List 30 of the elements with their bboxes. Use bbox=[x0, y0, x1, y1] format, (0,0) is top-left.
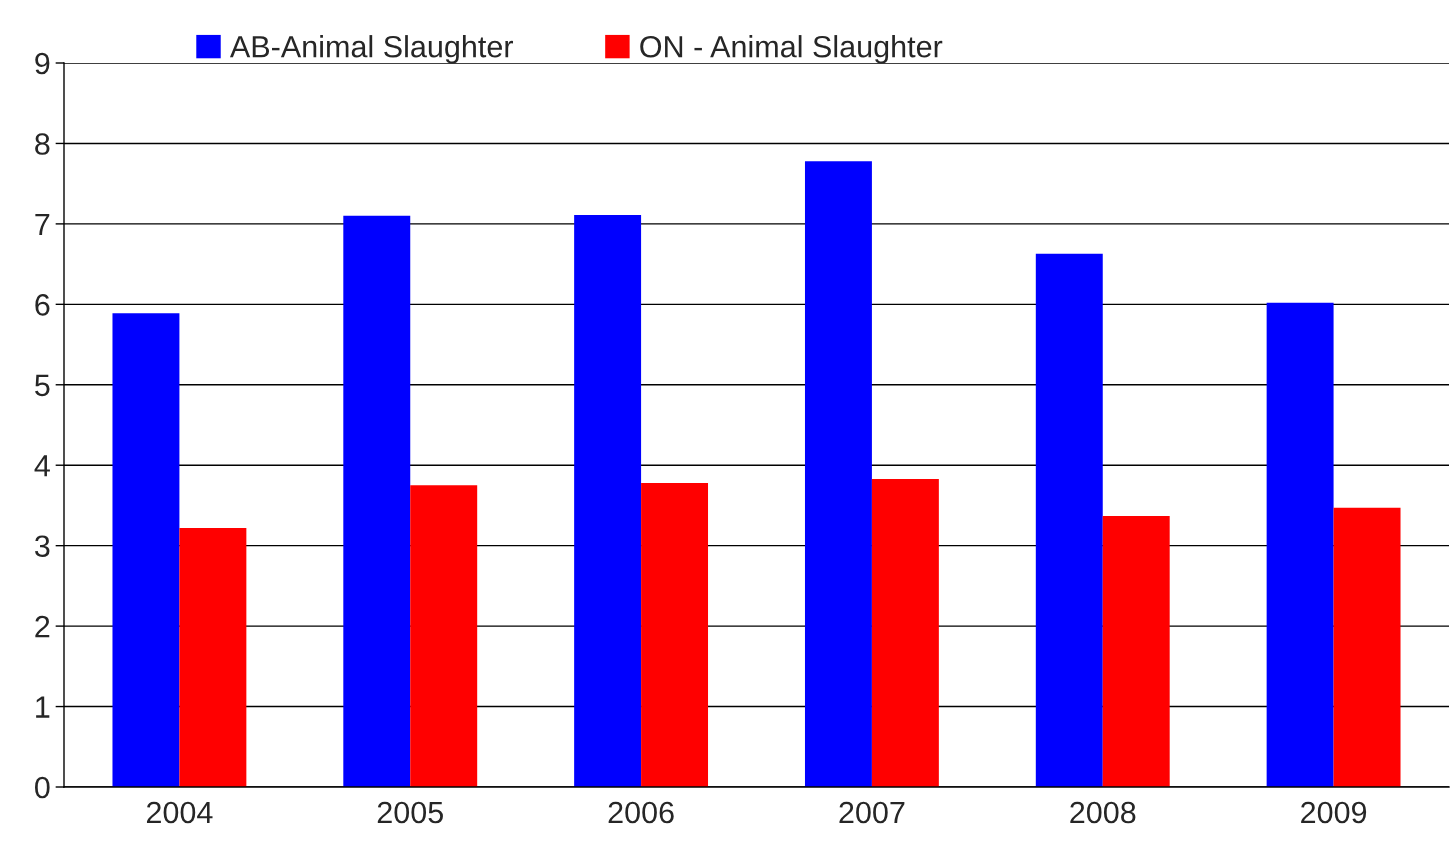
y-tick-label: 6 bbox=[35, 294, 50, 316]
y-tick-label: 5 bbox=[35, 374, 50, 397]
bar bbox=[343, 215, 411, 787]
x-tick-label: 2009 bbox=[1301, 801, 1367, 824]
bar bbox=[804, 161, 872, 787]
y-tick-label: 7 bbox=[35, 213, 50, 235]
bar bbox=[574, 215, 642, 787]
y-tick-label: 4 bbox=[34, 455, 50, 477]
x-tick-label: 2008 bbox=[1070, 801, 1136, 824]
x-tick-label: 2005 bbox=[377, 801, 443, 824]
bar bbox=[179, 527, 247, 787]
bar bbox=[871, 478, 939, 787]
y-tick-label: 2 bbox=[35, 615, 50, 638]
legend-label: ON - Animal Slaughter bbox=[640, 35, 943, 64]
x-tick-label: 2007 bbox=[839, 801, 905, 824]
bar bbox=[1333, 507, 1401, 787]
bar bbox=[641, 482, 709, 787]
bar bbox=[112, 313, 180, 787]
y-tick-label: 0 bbox=[35, 776, 50, 799]
x-tick-label: 2006 bbox=[608, 801, 674, 824]
bar bbox=[1035, 253, 1103, 787]
y-tick-label: 3 bbox=[34, 535, 50, 558]
x-tick-label: 2004 bbox=[146, 801, 213, 824]
legend-label: AB-Animal Slaughter bbox=[229, 35, 514, 64]
bar bbox=[1266, 302, 1334, 787]
y-tick-label: 9 bbox=[35, 52, 50, 75]
bar bbox=[410, 485, 478, 787]
y-tick-label: 8 bbox=[35, 133, 50, 155]
y-tick-label: 1 bbox=[36, 696, 50, 718]
bar bbox=[1102, 515, 1170, 787]
